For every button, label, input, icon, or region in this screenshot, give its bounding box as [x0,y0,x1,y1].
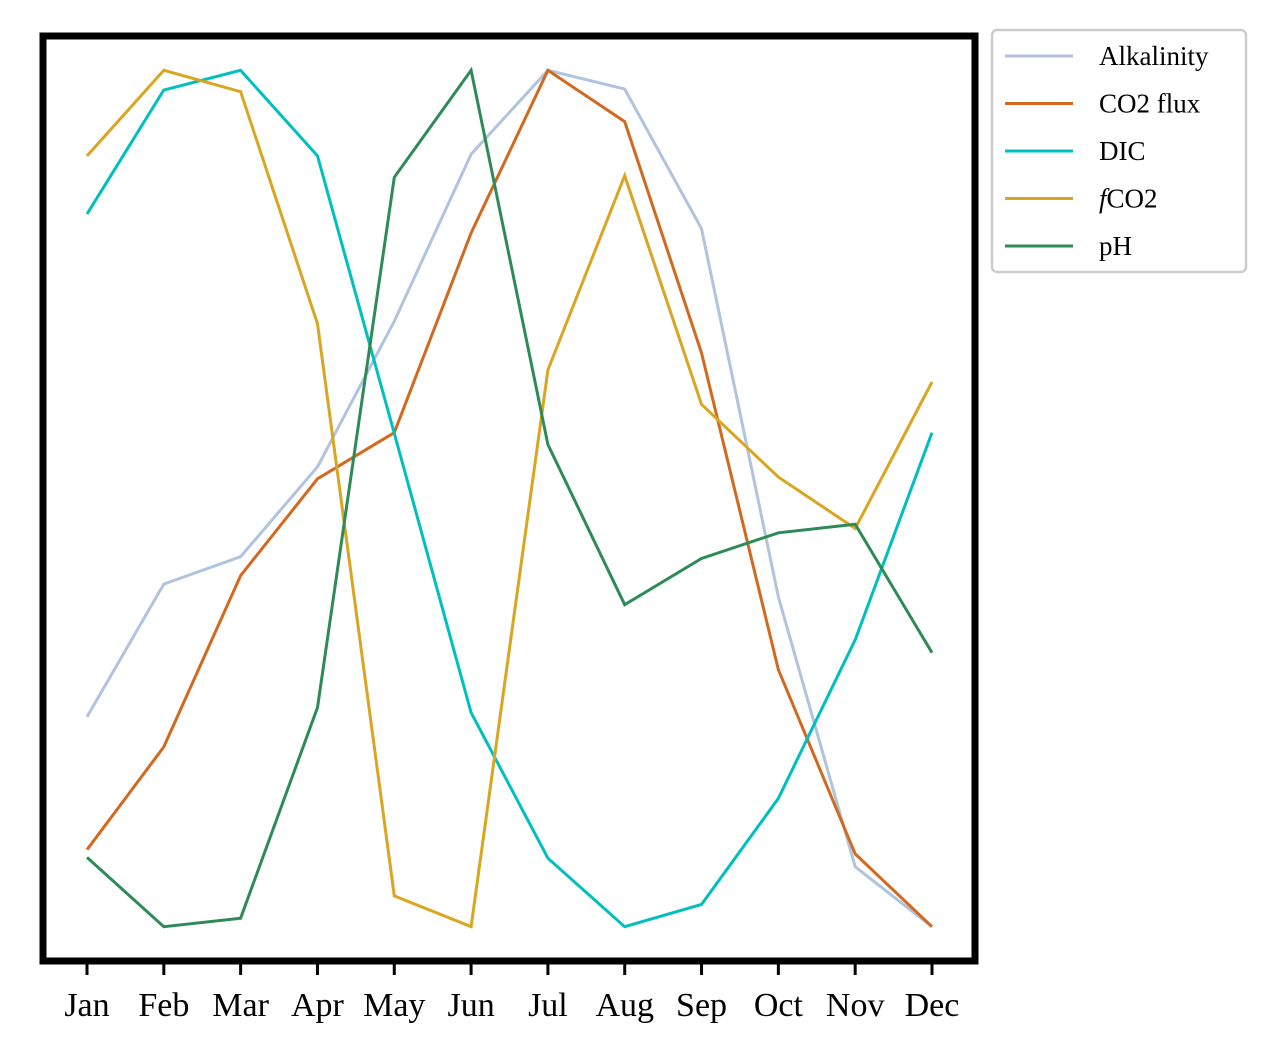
legend-label-ph: pH [1099,231,1132,261]
legend: Alkalinity CO2 flux DIC fCO2 pH [990,28,1248,274]
x-axis-ticks: Jan Feb Mar Apr May Jun Jul Aug Sep Oct Nov Dec [64,961,959,1024]
x-tick-label: Feb [138,987,189,1024]
x-tick-label: Nov [826,987,885,1024]
x-tick-label: Oct [754,987,804,1024]
x-tick-label: Jun [447,987,494,1024]
series-layer [85,66,934,929]
series-line-dic [85,68,934,929]
legend-label-alkalinity: Alkalinity [1099,41,1209,71]
x-tick-label: Jul [528,987,568,1024]
x-tick-label: Dec [905,987,960,1024]
plot-frame [39,32,979,965]
series-line-co2-flux [85,68,934,928]
x-tick-label: Sep [676,987,727,1024]
series-line-ph [85,66,934,929]
legend-label-fco2: fCO2 [1099,184,1158,214]
legend-label-dic: DIC [1099,136,1146,166]
series-line-alkalinity [85,68,933,928]
x-tick-label: May [363,987,425,1024]
legend-box [990,28,1248,274]
x-tick-label: Apr [291,987,345,1024]
x-tick-label: Aug [595,987,654,1024]
legend-label-co2-flux: CO2 flux [1099,89,1201,119]
plot-background [43,36,975,961]
x-tick-label: Jan [64,987,109,1024]
series-line-fco2 [85,68,934,929]
x-tick-label: Mar [212,987,269,1024]
